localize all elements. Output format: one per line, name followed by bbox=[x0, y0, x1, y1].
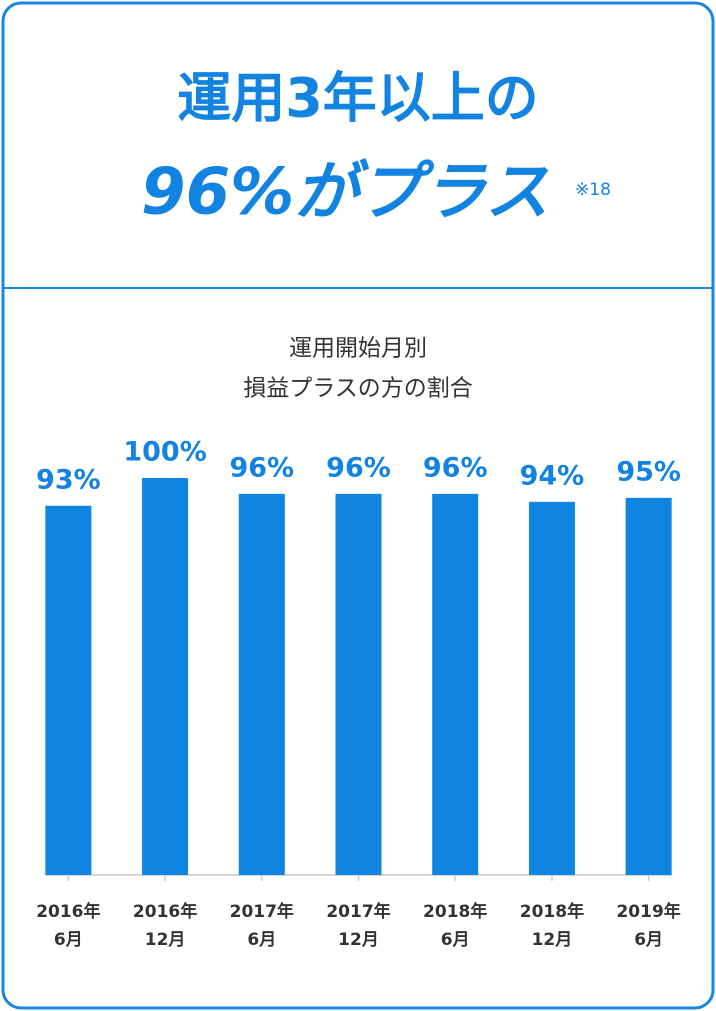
value-label: 100% bbox=[123, 437, 206, 468]
value-label: 95% bbox=[616, 456, 681, 487]
x-tick-label: 2017年 bbox=[326, 901, 390, 922]
x-tick-label: 12月 bbox=[532, 930, 573, 950]
bar bbox=[335, 493, 382, 875]
chart-title: 運用3年以上の bbox=[177, 67, 539, 130]
x-tick-label: 6月 bbox=[247, 930, 276, 950]
x-tick-label: 6月 bbox=[441, 930, 470, 950]
value-label: 96% bbox=[229, 452, 294, 483]
x-tick-label: 2018年 bbox=[520, 901, 584, 922]
value-label: 93% bbox=[36, 464, 101, 495]
x-tick-label: 6月 bbox=[634, 930, 663, 950]
value-label: 96% bbox=[423, 452, 488, 483]
bar bbox=[625, 497, 672, 875]
x-tick-label: 12月 bbox=[338, 930, 379, 950]
chart-subtitle: 運用開始月別 bbox=[289, 336, 427, 362]
x-tick-label: 2018年 bbox=[423, 901, 487, 922]
x-tick-label: 2017年 bbox=[230, 901, 294, 922]
title-note: ※18 bbox=[575, 180, 611, 200]
bar bbox=[238, 493, 285, 875]
value-label: 96% bbox=[326, 452, 391, 483]
bar bbox=[432, 493, 479, 875]
x-tick-label: 2019年 bbox=[616, 901, 680, 922]
chart-title: 96%がプラス bbox=[141, 156, 549, 230]
bar bbox=[45, 505, 92, 875]
value-label: 94% bbox=[520, 460, 585, 491]
bar bbox=[142, 478, 189, 875]
x-tick-label: 2016年 bbox=[36, 901, 100, 922]
chart-subtitle: 損益プラスの方の割合 bbox=[243, 376, 473, 402]
x-tick-label: 2016年 bbox=[133, 901, 197, 922]
x-tick-label: 12月 bbox=[145, 930, 186, 950]
x-tick-label: 6月 bbox=[54, 930, 83, 950]
bar bbox=[528, 501, 575, 875]
